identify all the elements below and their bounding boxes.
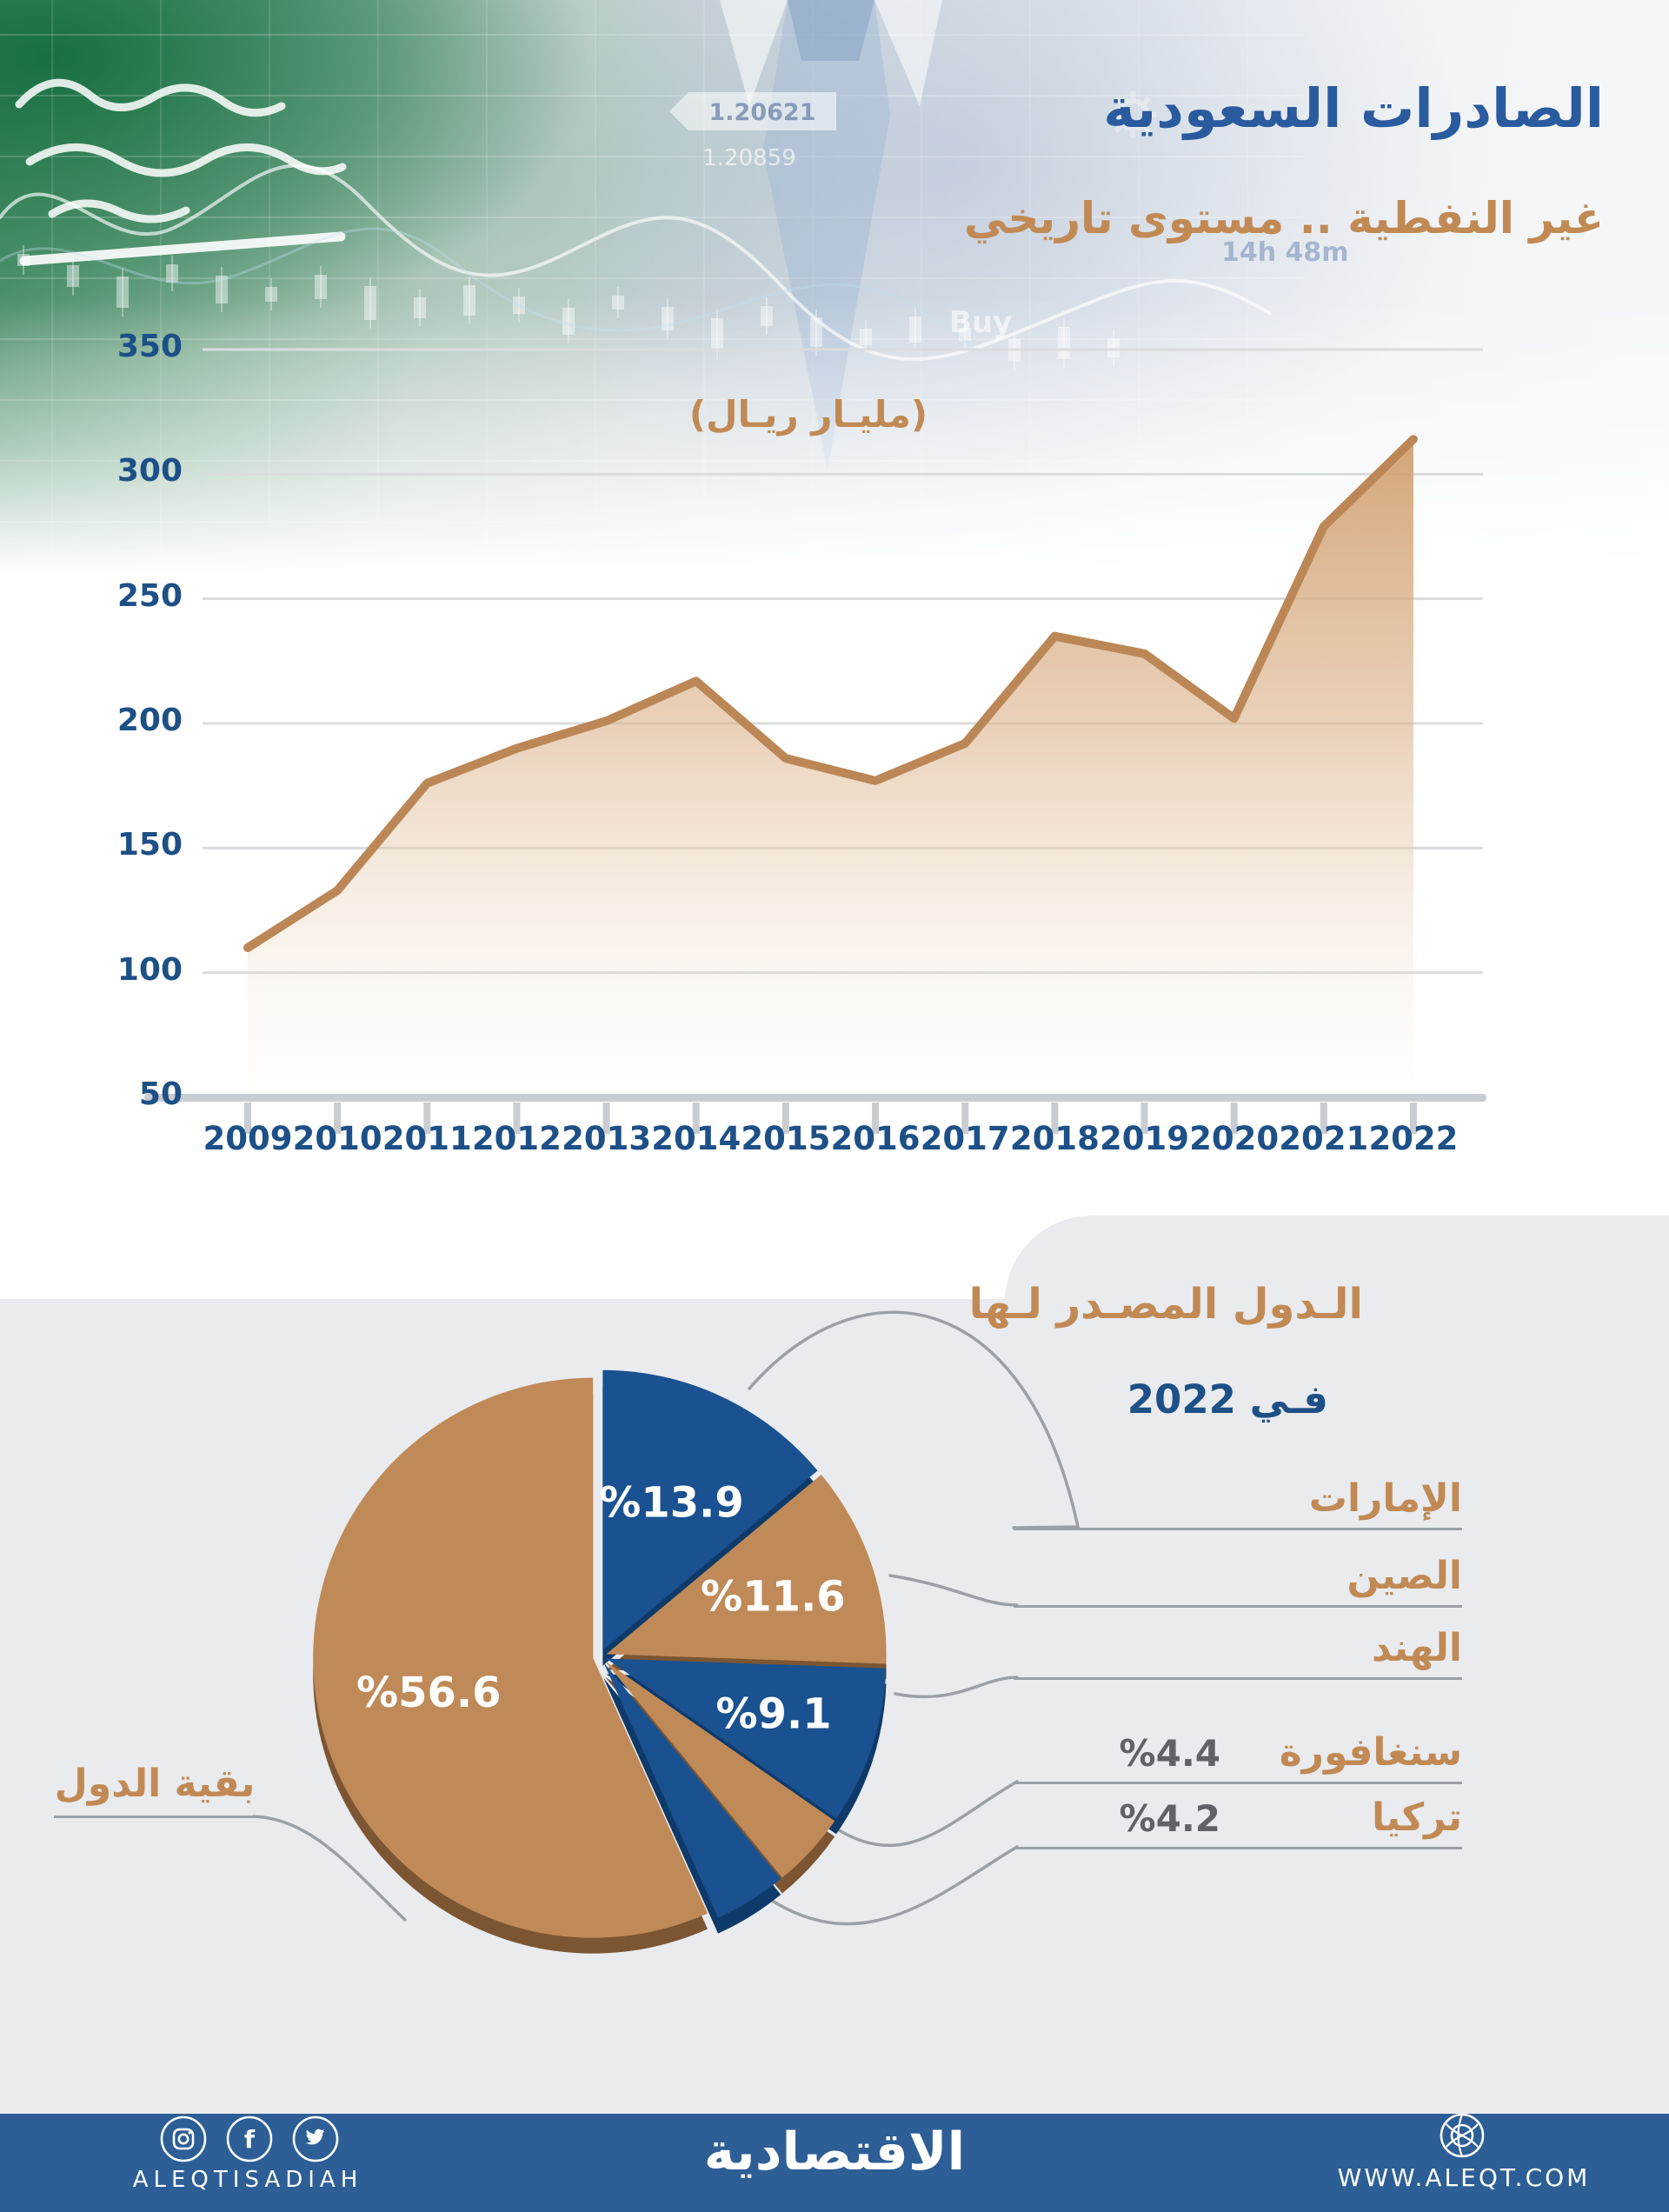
pie-section-heading: الـدول المصـدر لـها: [968, 1280, 1363, 1329]
timer-text: 14h 48m: [1221, 237, 1349, 268]
legend-percent-label: %4.2: [1119, 1797, 1220, 1840]
x-axis-year-label: 2011: [382, 1120, 472, 1157]
x-axis-year-label: 2016: [830, 1120, 921, 1157]
legend-row-0: الإمارات: [1014, 1447, 1462, 1530]
svg-text:f: f: [244, 2125, 256, 2154]
legend-country-label: الهند: [1371, 1626, 1462, 1670]
legend-row-3: سنغافورة %4.4: [1014, 1699, 1462, 1784]
y-axis-tick-label: 200: [116, 703, 183, 738]
x-axis-year-label: 2009: [203, 1120, 293, 1157]
legend-row-4: تركيا %4.2: [1014, 1784, 1462, 1849]
legend-label-rest: بقية الدول: [54, 1762, 256, 1806]
legend-row-1: الصين: [1014, 1530, 1462, 1608]
x-axis-year-label: 2022: [1368, 1120, 1459, 1157]
y-axis-tick-label: 300: [116, 453, 183, 490]
page-subtitle: غير النفطية .. مستوى تاريخي: [963, 193, 1604, 243]
legend-underline-rest: [54, 1816, 256, 1818]
chart-unit-label: (مليـار ريـال): [688, 393, 928, 436]
globe-icon[interactable]: [1436, 2112, 1488, 2164]
x-axis-line: [144, 1094, 1486, 1102]
legend-country-label: الإمارات: [1308, 1476, 1462, 1521]
y-axis-tick-label: 100: [116, 951, 183, 988]
brand-logo: الاقتصادية: [703, 2122, 966, 2182]
social-icons: f: [160, 2115, 339, 2162]
footer-bar: [0, 2114, 1669, 2212]
x-axis-year-label: 2015: [741, 1120, 831, 1157]
pie-panel-corner: [1005, 1216, 1669, 1311]
pie-section-subheading: فـي 2022: [1127, 1376, 1328, 1422]
legend-country-label: تركيا: [1372, 1796, 1462, 1840]
legend-percent-label: %4.4: [1119, 1732, 1220, 1775]
website-url: WWW.ALEQT.COM: [1337, 2163, 1591, 2192]
saudi-flag-image: [15, 78, 347, 266]
page-title: الصادرات السعودية: [1103, 77, 1605, 140]
y-axis-tick-label: 350: [116, 329, 183, 364]
instagram-icon[interactable]: [160, 2115, 207, 2162]
price-quote-text: 1.20621: [709, 99, 816, 126]
price-quote-decoration: 1.20621 1.20859: [669, 92, 836, 171]
twitter-icon[interactable]: [292, 2115, 339, 2162]
y-axis-tick-label: 50: [138, 1076, 183, 1112]
x-axis-year-label: 2010: [292, 1120, 382, 1157]
candlestick-decoration: [17, 245, 1120, 370]
legend-country-label: سنغافورة: [1279, 1730, 1462, 1775]
gear-icon: [1109, 91, 1156, 138]
x-axis-year-label: 2012: [471, 1120, 562, 1157]
facebook-icon[interactable]: f: [226, 2115, 273, 2162]
x-axis-year-label: 2014: [651, 1120, 741, 1157]
x-axis-year-label: 2017: [920, 1120, 1010, 1157]
y-axis-tick-label: 150: [116, 827, 183, 863]
x-axis-year-label: 2018: [1009, 1120, 1100, 1157]
price-quote2-text: 1.20859: [702, 145, 796, 171]
x-axis-year-label: 2021: [1279, 1120, 1369, 1157]
buy-button-decoration: Buy: [949, 305, 1012, 340]
legend-country-label: الصين: [1347, 1554, 1462, 1598]
y-axis-tick-label: 250: [116, 577, 183, 614]
social-handle: ALEQTISADIAH: [132, 2167, 363, 2193]
x-axis-year-label: 2020: [1189, 1120, 1280, 1157]
x-axis-year-label: 2019: [1100, 1120, 1189, 1157]
legend-row-2: الهند: [1014, 1608, 1462, 1680]
trend-line-decoration: [0, 163, 1271, 361]
x-axis-year-label: 2013: [562, 1120, 652, 1157]
